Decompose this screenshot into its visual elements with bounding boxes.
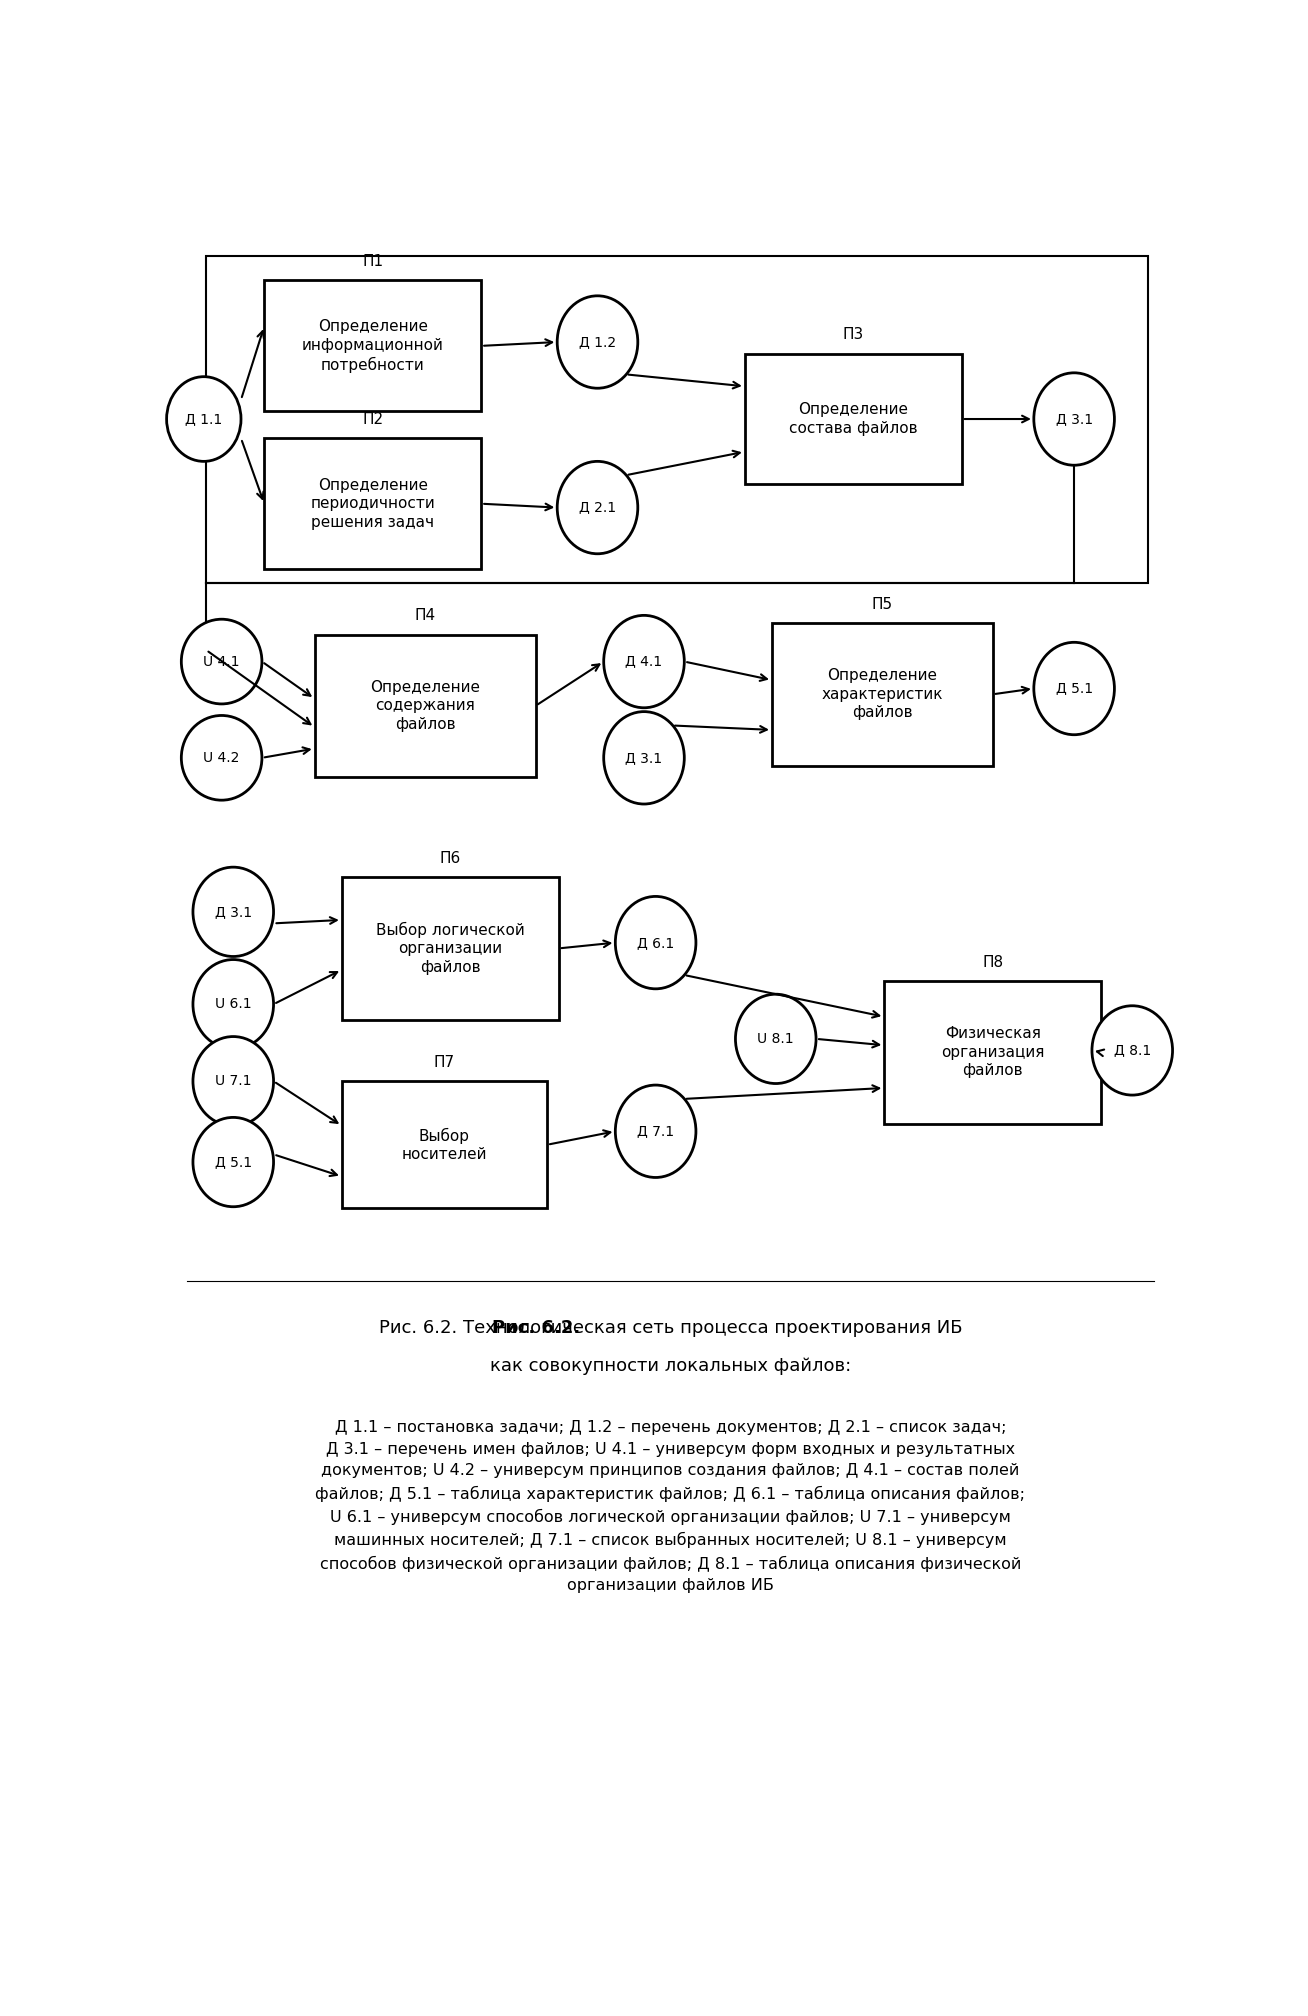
Bar <box>341 877 559 1020</box>
Text: П8: П8 <box>982 954 1003 970</box>
Bar <box>264 437 481 569</box>
Text: Определение
содержания
файлов: Определение содержания файлов <box>370 679 480 732</box>
Bar <box>264 280 481 411</box>
Ellipse shape <box>615 897 696 988</box>
Text: Определение
состава файлов: Определение состава файлов <box>789 403 918 435</box>
Text: П1: П1 <box>362 254 383 268</box>
Bar <box>744 353 961 484</box>
Text: П4: П4 <box>415 609 436 623</box>
Ellipse shape <box>557 296 638 389</box>
Text: Рис. 6.2. Технологическая сеть процесса проектирования ИБ: Рис. 6.2. Технологическая сеть процесса … <box>378 1318 963 1337</box>
Ellipse shape <box>182 619 262 704</box>
Ellipse shape <box>1033 373 1114 466</box>
Ellipse shape <box>604 615 684 708</box>
Ellipse shape <box>194 1117 273 1208</box>
Text: Д 3.1: Д 3.1 <box>625 750 663 764</box>
Bar <box>772 623 993 766</box>
Text: Д 6.1: Д 6.1 <box>637 935 674 950</box>
Text: Д 7.1: Д 7.1 <box>637 1125 674 1139</box>
Text: Д 5.1: Д 5.1 <box>215 1155 252 1169</box>
Text: U 4.2: U 4.2 <box>204 750 239 764</box>
Text: Д 2.1: Д 2.1 <box>579 500 616 514</box>
Text: Определение
периодичности
решения задач: Определение периодичности решения задач <box>310 478 436 530</box>
Text: Д 5.1: Д 5.1 <box>1056 681 1092 696</box>
Text: П6: П6 <box>439 851 460 865</box>
Ellipse shape <box>604 712 684 804</box>
Text: Выбор
носителей: Выбор носителей <box>402 1127 487 1161</box>
Text: U 7.1: U 7.1 <box>215 1075 251 1089</box>
Text: Определение
характеристик
файлов: Определение характеристик файлов <box>821 667 943 720</box>
Text: Д 1.1: Д 1.1 <box>186 411 222 425</box>
Ellipse shape <box>166 377 241 462</box>
Text: П7: П7 <box>434 1054 455 1070</box>
Text: U 6.1: U 6.1 <box>215 998 251 1012</box>
Ellipse shape <box>1033 643 1114 734</box>
Text: Д 1.1 – постановка задачи; Д 1.2 – перечень документов; Д 2.1 – список задач;
Д : Д 1.1 – постановка задачи; Д 1.2 – переч… <box>315 1419 1025 1593</box>
Ellipse shape <box>194 867 273 956</box>
Ellipse shape <box>735 994 816 1083</box>
Text: Д 3.1: Д 3.1 <box>1056 411 1092 425</box>
Ellipse shape <box>1092 1006 1172 1095</box>
Text: Д 8.1: Д 8.1 <box>1113 1044 1151 1058</box>
Text: U 4.1: U 4.1 <box>203 655 239 669</box>
Text: U 8.1: U 8.1 <box>757 1032 794 1046</box>
Text: Определение
информационной
потребности: Определение информационной потребности <box>302 319 443 373</box>
Text: Выбор логической
организации
файлов: Выбор логической организации файлов <box>375 921 525 976</box>
Bar <box>315 635 535 776</box>
Text: Д 1.2: Д 1.2 <box>579 335 616 349</box>
Text: Рис. 6.2.: Рис. 6.2. <box>492 1318 581 1337</box>
Bar <box>207 256 1147 583</box>
Text: как совокупности локальных файлов:: как совокупности локальных файлов: <box>489 1357 852 1375</box>
Ellipse shape <box>182 716 262 800</box>
Text: П5: П5 <box>871 597 893 611</box>
Text: П2: П2 <box>362 411 383 427</box>
Text: П3: П3 <box>842 327 863 343</box>
Bar <box>341 1081 547 1208</box>
Text: Д 3.1: Д 3.1 <box>215 905 252 919</box>
Ellipse shape <box>557 462 638 554</box>
Text: Физическая
организация
файлов: Физическая организация файлов <box>940 1026 1044 1079</box>
Text: Д 4.1: Д 4.1 <box>625 655 663 669</box>
Ellipse shape <box>615 1085 696 1177</box>
Bar <box>884 982 1101 1123</box>
Ellipse shape <box>194 1036 273 1125</box>
Ellipse shape <box>194 960 273 1048</box>
